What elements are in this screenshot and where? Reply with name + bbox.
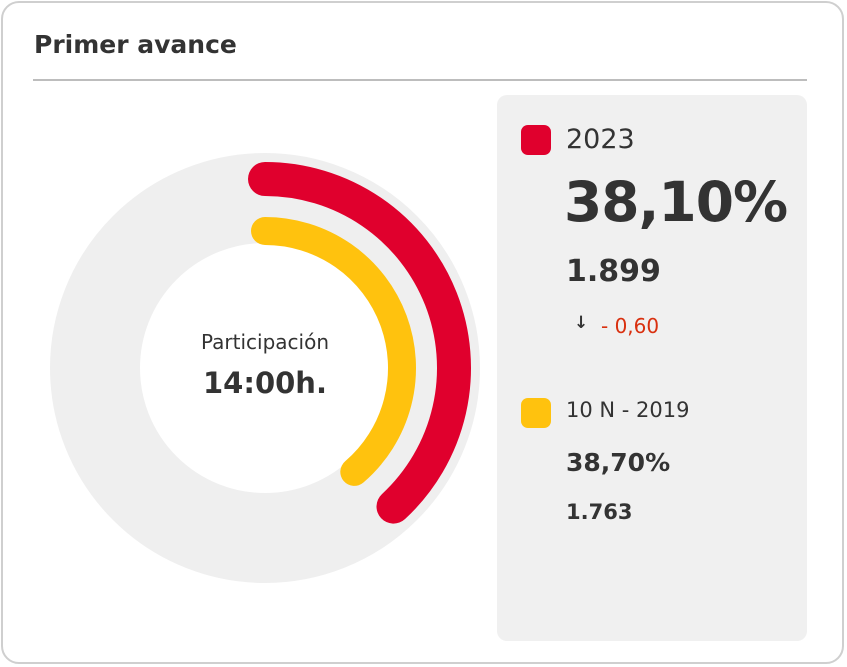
title-divider: [33, 79, 807, 81]
percent-2023: 38,10%: [564, 170, 788, 234]
swatch-2023: [521, 125, 551, 155]
legend-label-2023: 2023: [566, 124, 635, 155]
votes-2019: 1.763: [566, 500, 633, 524]
arrow-down-icon: ↓: [574, 313, 589, 333]
legend-panel: [497, 95, 807, 641]
votes-2023: 1.899: [566, 254, 661, 289]
legend-label-2019: 10 N - 2019: [566, 398, 690, 422]
card-title: Primer avance: [34, 30, 237, 59]
percent-2019: 38,70%: [566, 448, 671, 477]
center-label: Participación: [200, 330, 329, 354]
delta-value: - 0,60: [601, 314, 660, 338]
donut-track: [50, 153, 480, 583]
arc-2023: [248, 162, 471, 524]
center-time: 14:00h.: [203, 366, 327, 400]
swatch-2019: [521, 398, 551, 428]
arc-2019: [251, 217, 416, 486]
